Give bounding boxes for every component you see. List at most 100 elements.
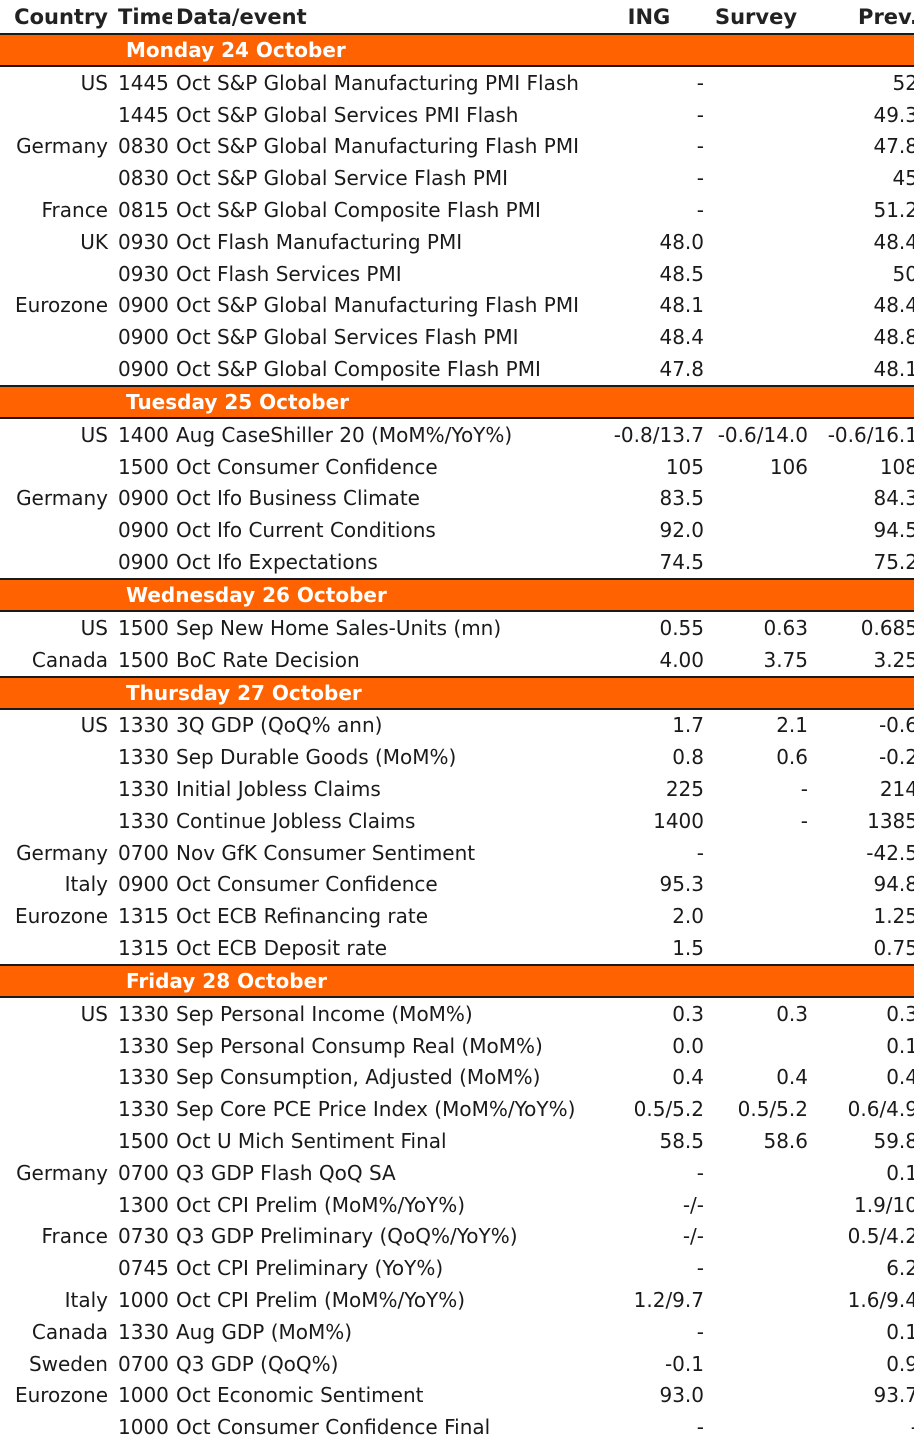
table-row: US 1330 3Q GDP (QoQ% ann) 1.7 2.1 -0.6 [0,709,914,742]
header-time: Time [118,4,172,29]
cell-survey: -0.6/14.0 [717,422,808,447]
cell-time: 0700 [118,1351,169,1376]
cell-prev: 108 [879,454,914,479]
cell-country [0,451,114,483]
cell-time: 1000 [118,1287,169,1312]
day-header-label: Monday 24 October [114,33,914,67]
cell-event: Oct U Mich Sentiment Final [176,1129,447,1153]
cell-ing: -/- [682,1192,704,1217]
cell-country: US [80,422,108,447]
cell-prev: 84.3 [873,486,914,511]
cell-prev: 0.685 [860,615,914,640]
cell-survey [704,290,808,322]
cell-event: Oct Flash Services PMI [176,261,402,286]
table-row: 1330 Sep Personal Consump Real (MoM%) 0.0 0… [0,1030,914,1062]
table-row: 0930 Oct Flash Services PMI 48.5 50 [0,258,914,290]
cell-survey: 0.3 [776,1001,808,1026]
cell-event: Oct Consumer Confidence [176,872,438,897]
table-row: 0900 Oct S&P Global Composite Flash PMI 47… [0,353,914,386]
cell-event: Oct Consumer Confidence Final [176,1415,491,1440]
day-header-row: Wednesday 26 October [0,577,914,612]
table-row: 1000 Oct Consumer Confidence Final - - [0,1411,914,1443]
cell-prev: 51.2 [873,198,914,223]
cell-country: Italy [64,1287,108,1312]
cell-prev: -42.5 [866,840,914,865]
cell-time: 1330 [118,1097,169,1122]
cell-survey [704,1379,808,1411]
cell-survey: 0.6 [776,745,808,770]
cell-country: UK [80,229,108,254]
table-row: 1330 Initial Jobless Claims 225 - 214 [0,773,914,805]
cell-time: 0700 [118,1160,169,1185]
cell-survey [704,1030,808,1062]
cell-ing: 58.5 [659,1129,704,1153]
cell-event: Oct ECB Deposit rate [176,936,388,961]
cell-prev: 94.8 [873,872,914,897]
cell-event: Oct CPI Prelim (MoM%/YoY%) [176,1287,466,1312]
cell-country [0,162,114,194]
cell-country [0,1030,114,1062]
cell-time: 1315 [118,936,169,961]
cell-time: 0930 [118,229,169,254]
header-row: Country Time Data/event ING Survey Prev. [0,0,914,34]
cell-event: Oct S&P Global Manufacturing Flash PMI [176,134,579,159]
day-header-spacer [0,384,114,419]
cell-prev: 52 [892,70,914,95]
cell-time: 1315 [118,904,169,929]
cell-time: 1330 [118,1319,169,1344]
cell-country [0,932,114,965]
cell-event: Nov GfK Consumer Sentiment [176,840,476,865]
cell-time: 0730 [118,1224,169,1249]
cell-time: 1500 [118,1129,169,1153]
cell-country: Eurozone [14,1383,108,1408]
cell-event: Oct S&P Global Services PMI Flash [176,102,519,127]
cell-survey [704,321,808,353]
cell-survey [704,162,808,194]
cell-time: 1330 [118,777,169,802]
cell-survey [704,837,808,869]
cell-time: 0900 [118,293,169,318]
cell-country [0,1093,114,1125]
cell-survey [704,226,808,258]
header-prev: Prev. [858,4,914,29]
cell-country [0,258,114,290]
cell-prev: 48.4 [873,229,914,254]
cell-time: 0930 [118,261,169,286]
cell-prev: 59.8 [873,1129,914,1153]
table-row: 0830 Oct S&P Global Service Flash PMI - 45 [0,162,914,194]
cell-ing: 0.55 [659,615,704,640]
cell-ing: 2.0 [672,904,704,929]
cell-event: Oct Consumer Confidence [176,454,438,479]
cell-prev: 48.8 [873,325,914,350]
table-row: Canada 1500 BoC Rate Decision 4.00 3.75 3.25 [0,644,914,677]
cell-ing: 4.00 [659,647,704,672]
cell-prev: 48.4 [873,293,914,318]
cell-time: 0900 [118,518,169,543]
cell-prev: 0.6/4.9 [847,1097,914,1122]
cell-prev: 0.75 [873,936,914,961]
table-row: US 1445 Oct S&P Global Manufacturing PMI F… [0,66,914,99]
cell-ing: -0.8/13.7 [613,422,704,447]
cell-time: 0900 [118,550,169,575]
table-row: 0900 Oct S&P Global Services Flash PMI 48.… [0,321,914,353]
cell-prev: 1.6/9.4 [847,1287,914,1312]
cell-survey [704,1157,808,1189]
cell-prev: 94.5 [873,518,914,543]
cell-ing: - [696,1415,704,1440]
cell-survey: - [800,808,808,833]
cell-event: Oct S&P Global Manufacturing Flash PMI [176,293,579,318]
table-row: UK 0930 Oct Flash Manufacturing PMI 48.0 48.… [0,226,914,258]
day-header-spacer [0,577,114,612]
table-row: 1500 Oct Consumer Confidence 105 106 108 [0,451,914,483]
cell-event: Aug CaseShiller 20 (MoM%/YoY%) [176,422,513,447]
cell-country [0,514,114,546]
day-header-spacer [0,33,114,67]
cell-prev: 214 [879,777,914,802]
cell-time: 0900 [118,486,169,511]
cell-time: 0830 [118,166,169,191]
cell-survey [704,514,808,546]
cell-time: 0745 [118,1256,169,1281]
cell-prev: -0.6 [878,713,914,738]
cell-survey [704,483,808,515]
cell-country: Germany [16,486,108,511]
